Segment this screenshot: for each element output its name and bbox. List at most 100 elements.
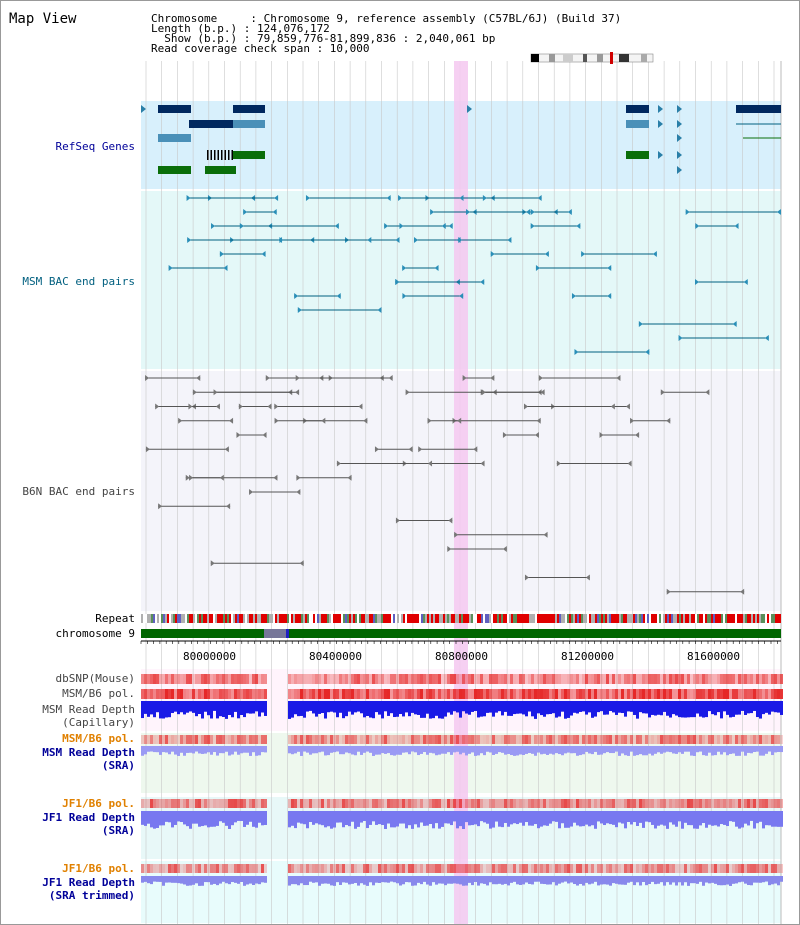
repeat-element: [405, 614, 407, 623]
polymorphism-density: [288, 864, 291, 873]
read-depth-bar: [243, 811, 246, 827]
repeat-element: [439, 614, 441, 623]
polymorphism-density: [228, 689, 231, 699]
read-depth-bar: [516, 746, 519, 756]
axis-tick-label: 80000000: [183, 650, 236, 663]
polymorphism-density: [495, 674, 498, 684]
polymorphism-density: [237, 674, 240, 684]
read-depth-bar: [465, 746, 468, 756]
repeat-element: [771, 614, 773, 623]
repeat-element: [597, 614, 599, 623]
polymorphism-density: [618, 799, 621, 808]
read-depth-bar: [636, 746, 639, 756]
read-depth-bar: [483, 746, 486, 756]
repeat-element: [479, 614, 481, 623]
jf1-b6-pol-label[interactable]: JF1/B6 pol.: [62, 797, 135, 810]
read-depth-bar: [174, 701, 177, 712]
repeat-element: [757, 614, 759, 623]
repeat-element: [219, 614, 221, 623]
read-depth-bar: [171, 811, 174, 828]
polymorphism-density: [393, 799, 396, 808]
msm-read-depth-capillary-label-1[interactable]: MSM Read Depth: [42, 703, 135, 716]
read-depth-bar: [699, 811, 702, 826]
read-depth-bar: [183, 811, 186, 825]
jf1-read-depth-sra-label-1[interactable]: JF1 Read Depth: [42, 811, 135, 824]
bac-end-arrow: [571, 293, 576, 299]
read-depth-bar: [480, 811, 483, 822]
bac-end-arrow: [367, 237, 372, 243]
read-depth-bar: [582, 746, 585, 755]
bac-end-arrow: [377, 307, 382, 313]
repeat-element: [737, 614, 739, 623]
polymorphism-density: [396, 799, 399, 808]
polymorphism-density: [357, 864, 360, 873]
msm-b6-pol-label[interactable]: MSM/B6 pol.: [62, 687, 135, 700]
read-depth-bar: [420, 811, 423, 823]
refseq-genes-label[interactable]: RefSeq Genes: [55, 140, 135, 153]
polymorphism-density: [576, 689, 579, 699]
polymorphism-density: [678, 799, 681, 808]
bac-end-arrow: [192, 389, 197, 396]
b6n-bac-end-pairs-label[interactable]: B6N BAC end pairs: [22, 485, 135, 498]
polymorphism-density: [738, 864, 741, 873]
read-depth-bar: [330, 701, 333, 712]
msm-b6-pol-sra-label[interactable]: MSM/B6 pol.: [62, 732, 135, 745]
read-depth-bar: [414, 811, 417, 825]
jf1-read-depth-trimmed-label-1[interactable]: JF1 Read Depth: [42, 876, 135, 889]
bac-end-arrow: [627, 460, 632, 467]
polymorphism-density: [588, 799, 591, 808]
bac-end-arrow: [574, 349, 579, 355]
polymorphism-density: [180, 799, 183, 808]
read-depth-bar: [729, 701, 732, 718]
repeat-element: [239, 614, 241, 623]
polymorphism-density: [705, 674, 708, 684]
polymorphism-density: [153, 674, 156, 684]
read-depth-bar: [585, 876, 588, 883]
jf1-b6-pol-trimmed-label[interactable]: JF1/B6 pol.: [62, 862, 135, 875]
polymorphism-density: [366, 799, 369, 808]
polymorphism-density: [636, 799, 639, 808]
polymorphism-density: [627, 735, 630, 744]
jf1-read-depth-trimmed-label-2[interactable]: (SRA trimmed): [48, 889, 135, 902]
read-depth-bar: [642, 746, 645, 756]
polymorphism-density: [654, 864, 657, 873]
bac-end-arrow: [607, 265, 612, 271]
msm-read-depth-capillary-label-2[interactable]: (Capillary): [62, 716, 135, 729]
polymorphism-density: [672, 689, 675, 699]
read-depth-bar: [363, 746, 366, 753]
read-depth-bar: [714, 701, 717, 716]
jf1-read-depth-sra-label-2[interactable]: (SRA): [101, 824, 135, 837]
polymorphism-density: [195, 799, 198, 808]
polymorphism-density: [711, 864, 714, 873]
read-depth-bar: [750, 746, 753, 754]
read-depth-bar: [387, 876, 390, 883]
polymorphism-density: [762, 674, 765, 684]
dbsnp-mouse-label[interactable]: dbSNP(Mouse): [55, 672, 135, 685]
msm-bac-end-pairs-label[interactable]: MSM BAC end pairs: [22, 275, 135, 288]
read-depth-bar: [627, 876, 630, 883]
bac-end-arrow: [537, 195, 542, 201]
msm-read-depth-sra-label-1[interactable]: MSM Read Depth: [42, 746, 135, 759]
read-depth-bar: [606, 811, 609, 824]
read-depth-bar: [558, 746, 561, 755]
read-depth-bar: [240, 701, 243, 716]
polymorphism-density: [699, 674, 702, 684]
polymorphism-density: [729, 674, 732, 684]
polymorphism-density: [333, 799, 336, 808]
read-depth-bar: [396, 701, 399, 717]
polymorphism-density: [141, 864, 144, 873]
polymorphism-density: [594, 689, 597, 699]
polymorphism-density: [513, 674, 516, 684]
polymorphism-density: [180, 864, 183, 873]
msm-read-depth-sra-label-2[interactable]: (SRA): [101, 759, 135, 772]
bac-end-arrow: [625, 403, 630, 410]
read-depth-bar: [453, 876, 456, 884]
polymorphism-density: [381, 674, 384, 684]
polymorphism-density: [438, 674, 441, 684]
polymorphism-density: [219, 864, 222, 873]
repeat-element: [329, 614, 331, 623]
polymorphism-density: [573, 735, 576, 744]
polymorphism-density: [216, 689, 219, 699]
read-depth-bar: [573, 746, 576, 754]
